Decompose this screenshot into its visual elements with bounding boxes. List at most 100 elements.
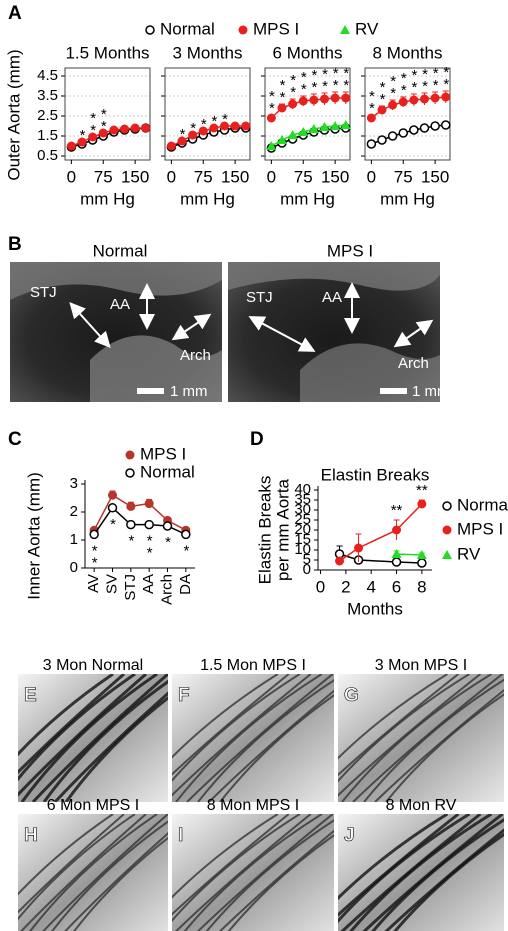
data-point	[120, 124, 129, 134]
image-label: AA	[110, 296, 130, 313]
chart-title: 3 Months	[173, 43, 243, 62]
data-point	[98, 128, 108, 138]
y-tick-label: 15	[294, 531, 311, 548]
data-point	[108, 490, 117, 500]
elastin-fiber	[20, 814, 147, 931]
x-axis-label: mm Hg	[380, 189, 435, 208]
image-label: STJ	[30, 284, 57, 301]
scale-bar-label: 1 mm	[412, 383, 450, 400]
chart-title: 6 Months	[273, 43, 343, 62]
x-tick-label: 150	[421, 167, 449, 186]
y-tick-label: 4.5	[37, 67, 58, 84]
data-point	[266, 113, 276, 123]
data-point	[430, 93, 440, 103]
image-label: STJ	[246, 289, 273, 306]
data-point	[392, 525, 402, 535]
elastin-fiber	[172, 674, 312, 797]
y-axis-label: Elastin Breaks	[255, 476, 274, 585]
elastin-fiber	[51, 820, 168, 931]
x-tick-label: AA	[140, 574, 157, 594]
y-tick-label: 35	[294, 491, 311, 508]
significance: **	[406, 67, 423, 91]
panel-letter: C	[8, 429, 22, 450]
x-tick-label: 75	[94, 167, 113, 186]
elastin-fiber	[183, 814, 323, 931]
data-point	[416, 550, 427, 559]
legend-label: Normal	[160, 19, 215, 38]
significance: *	[195, 116, 212, 128]
y-axis-label: Outer Aorta (mm)	[4, 49, 23, 180]
panel-letter: A	[8, 3, 22, 24]
legend-marker	[442, 525, 452, 535]
significance: **	[416, 482, 428, 499]
y-tick-label: 30	[294, 501, 311, 518]
elastin-fiber	[53, 691, 168, 802]
significance: *	[105, 516, 122, 528]
elastin-fiber	[172, 674, 290, 776]
panel-letter: G	[344, 685, 359, 706]
elastin-fiber	[172, 814, 279, 899]
elastin-fiber	[18, 814, 136, 921]
legend-marker	[125, 468, 135, 478]
data-point	[330, 121, 341, 130]
elastin-fiber	[393, 832, 504, 931]
panel-letter: H	[24, 825, 38, 846]
elastin-fiber	[18, 814, 114, 896]
data-point	[388, 100, 398, 110]
data-point	[266, 141, 277, 150]
data-point	[220, 121, 229, 131]
x-tick-label: 0	[267, 167, 276, 186]
significance: *	[185, 120, 202, 132]
y-tick-label: 2	[70, 503, 78, 520]
data-point	[354, 543, 364, 553]
legend-label: MPS I	[140, 444, 186, 463]
data-point	[126, 501, 136, 511]
elastin-fiber	[73, 836, 168, 931]
panel-letter: B	[8, 234, 22, 255]
elastin-fiber	[18, 674, 114, 757]
x-axis-label: mm Hg	[180, 189, 235, 208]
chart-title: Elastin Breaks	[321, 465, 430, 484]
significance: **	[374, 79, 391, 103]
data-point	[109, 125, 119, 135]
x-tick-label: 2	[341, 577, 350, 596]
x-tick-label: DA	[177, 574, 194, 595]
significance: *	[74, 127, 91, 139]
elastin-fiber	[20, 674, 158, 802]
y-tick-label: 2.5	[37, 107, 58, 124]
elastin-fiber	[42, 679, 168, 802]
data-point	[320, 94, 329, 104]
data-point	[417, 499, 427, 509]
elastin-fiber	[172, 674, 301, 782]
elastin-fiber	[172, 814, 290, 916]
x-tick-label: 75	[394, 167, 413, 186]
data-point	[181, 529, 191, 540]
data-point	[230, 121, 240, 131]
y-axis-label: per mm Aorta	[273, 478, 292, 581]
data-point	[241, 121, 251, 131]
data-point	[177, 136, 187, 146]
elastin-fiber	[349, 814, 493, 931]
image-title: 3 Mon MPS I	[375, 657, 467, 674]
legend-label: MPS I	[253, 19, 299, 38]
x-tick-label: 75	[194, 167, 213, 186]
data-point	[341, 93, 351, 103]
x-tick-label: STJ	[122, 574, 139, 601]
elastin-fiber	[338, 814, 471, 924]
panel-letter: D	[250, 429, 264, 450]
plot-frame	[364, 67, 451, 161]
data-point	[419, 123, 430, 133]
x-tick-label: Arch	[158, 574, 175, 605]
image-title: 3 Mon Normal	[43, 657, 143, 674]
legend-marker	[442, 550, 452, 559]
y-tick-label: 1.5	[37, 127, 58, 144]
plot-frame	[264, 67, 351, 161]
data-point	[130, 123, 140, 133]
significance: *	[174, 126, 191, 138]
data-point	[88, 132, 98, 142]
significance: **	[306, 67, 323, 91]
image-title: Normal	[93, 241, 148, 260]
data-point	[144, 519, 154, 530]
significance: **	[391, 502, 403, 519]
legend-marker	[238, 25, 248, 35]
